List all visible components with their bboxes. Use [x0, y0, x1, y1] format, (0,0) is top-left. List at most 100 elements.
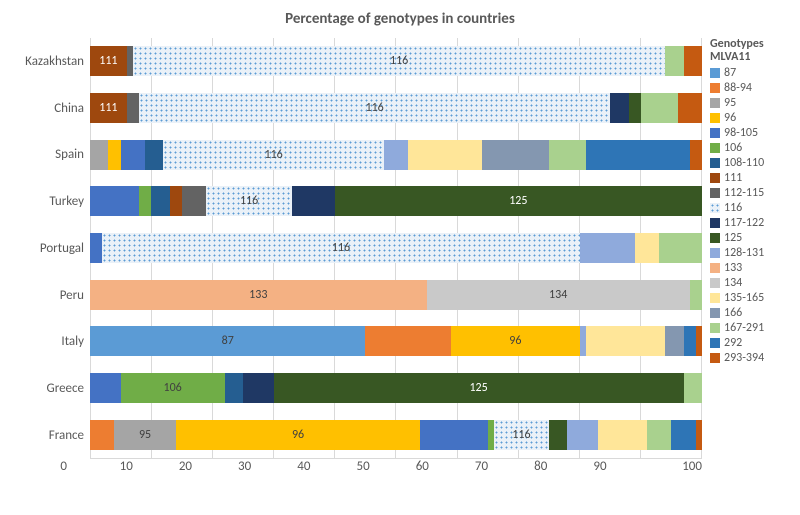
- bar-segment: 116: [494, 420, 549, 450]
- bar-segment: [567, 420, 598, 450]
- legend-label: 128-131: [724, 246, 764, 260]
- legend-item: 133: [710, 261, 790, 275]
- bar-segment: [90, 373, 121, 403]
- legend-label: 166: [724, 306, 742, 320]
- bar-row: 116: [90, 233, 702, 263]
- bar-segment: [90, 140, 108, 170]
- legend-swatch: [710, 203, 720, 213]
- bar-segment: [121, 140, 145, 170]
- bar-segment: [629, 93, 641, 123]
- x-tick-label: 100: [682, 459, 702, 474]
- bar-segment: [665, 326, 683, 356]
- y-label: France: [10, 428, 90, 443]
- bar-segment: [182, 186, 206, 216]
- legend: Genotypes MLVA11 8788-94959698-105106108…: [702, 38, 790, 474]
- legend-item: 292: [710, 336, 790, 350]
- bar-segment: [684, 373, 702, 403]
- plot-area: 1111161111161161161251161331348796106125…: [90, 38, 702, 459]
- legend-label: 106: [724, 141, 742, 155]
- bar-segment: [482, 140, 549, 170]
- x-tick-label: 90: [593, 459, 652, 474]
- bar-segment: 134: [427, 280, 690, 310]
- legend-label: 87: [724, 66, 736, 80]
- bar-segment: [420, 420, 487, 450]
- bar-segment: [610, 93, 628, 123]
- bar-row: 111 116: [90, 93, 702, 123]
- bar-segment: [690, 140, 702, 170]
- bar-segment: [678, 93, 702, 123]
- legend-swatch: [710, 233, 720, 243]
- legend-swatch: [710, 143, 720, 153]
- bar-segment: [170, 186, 182, 216]
- x-tick-label: 0: [60, 459, 119, 474]
- legend-item: 167-291: [710, 321, 790, 335]
- bar-segment: 116: [163, 140, 383, 170]
- legend-item: 95: [710, 96, 790, 110]
- legend-item: 111: [710, 171, 790, 185]
- y-label: Kazakhstan: [10, 54, 90, 69]
- bar-segment: [586, 326, 666, 356]
- bar-row: 133134: [90, 280, 702, 310]
- legend-label: 88-94: [724, 81, 752, 95]
- bar-segment: [665, 46, 683, 76]
- legend-label: 133: [724, 261, 742, 275]
- bar-segment: 111: [90, 46, 127, 76]
- legend-label: 112-115: [724, 186, 764, 200]
- bar-segment: 96: [451, 326, 580, 356]
- legend-swatch: [710, 83, 720, 93]
- bar-segment: [684, 46, 702, 76]
- bar-segment: 116: [206, 186, 292, 216]
- bar-segment: 111: [90, 93, 127, 123]
- legend-label: 125: [724, 231, 742, 245]
- y-label: Italy: [10, 334, 90, 349]
- legend-swatch: [710, 248, 720, 258]
- bar-row: 9596116: [90, 420, 702, 450]
- bar-segment: 125: [335, 186, 702, 216]
- bar-segment: 116: [139, 93, 610, 123]
- legend-label: 108-110: [724, 156, 764, 170]
- legend-item: 96: [710, 111, 790, 125]
- legend-swatch: [710, 128, 720, 138]
- chart-body: KazakhstanChinaSpainTurkeyPortugalPeruIt…: [10, 38, 790, 474]
- x-axis-labels: 0102030405060708090100: [90, 459, 702, 474]
- y-axis-labels: KazakhstanChinaSpainTurkeyPortugalPeruIt…: [10, 38, 90, 459]
- bar-segment: [635, 233, 659, 263]
- bar-segment: 125: [274, 373, 684, 403]
- legend-label: 292: [724, 336, 742, 350]
- bar-segment: 95: [114, 420, 175, 450]
- legend-item: 106: [710, 141, 790, 155]
- legend-swatch: [710, 263, 720, 273]
- bar-segment: [598, 420, 647, 450]
- legend-label: 98-105: [724, 126, 758, 140]
- plot-column: KazakhstanChinaSpainTurkeyPortugalPeruIt…: [10, 38, 702, 474]
- legend-swatch: [710, 293, 720, 303]
- legend-label: 135-165: [724, 291, 764, 305]
- legend-swatch: [710, 338, 720, 348]
- bar-segment: [139, 186, 151, 216]
- chart-title: Percentage of genotypes in countries: [10, 10, 790, 28]
- legend-label: 134: [724, 276, 742, 290]
- bar-segment: [549, 420, 567, 450]
- x-tick-label: 10: [120, 459, 179, 474]
- y-label: China: [10, 101, 90, 116]
- bar-segment: [127, 93, 139, 123]
- legend-label: 293-394: [724, 351, 764, 365]
- legend-item: 166: [710, 306, 790, 320]
- legend-item: 135-165: [710, 291, 790, 305]
- legend-items: 8788-94959698-105106108-110111112-115116…: [710, 66, 790, 365]
- legend-swatch: [710, 113, 720, 123]
- legend-item: 87: [710, 66, 790, 80]
- bar-segment: [696, 420, 702, 450]
- bar-segment: [225, 373, 243, 403]
- bar-segment: [108, 140, 120, 170]
- legend-title: Genotypes MLVA11: [710, 38, 790, 64]
- bar-segment: [292, 186, 335, 216]
- legend-swatch: [710, 308, 720, 318]
- legend-item: 128-131: [710, 246, 790, 260]
- legend-swatch: [710, 323, 720, 333]
- legend-swatch: [710, 158, 720, 168]
- legend-item: 125: [710, 231, 790, 245]
- legend-item: 112-115: [710, 186, 790, 200]
- bar-segment: 116: [133, 46, 665, 76]
- x-tick-label: 70: [475, 459, 534, 474]
